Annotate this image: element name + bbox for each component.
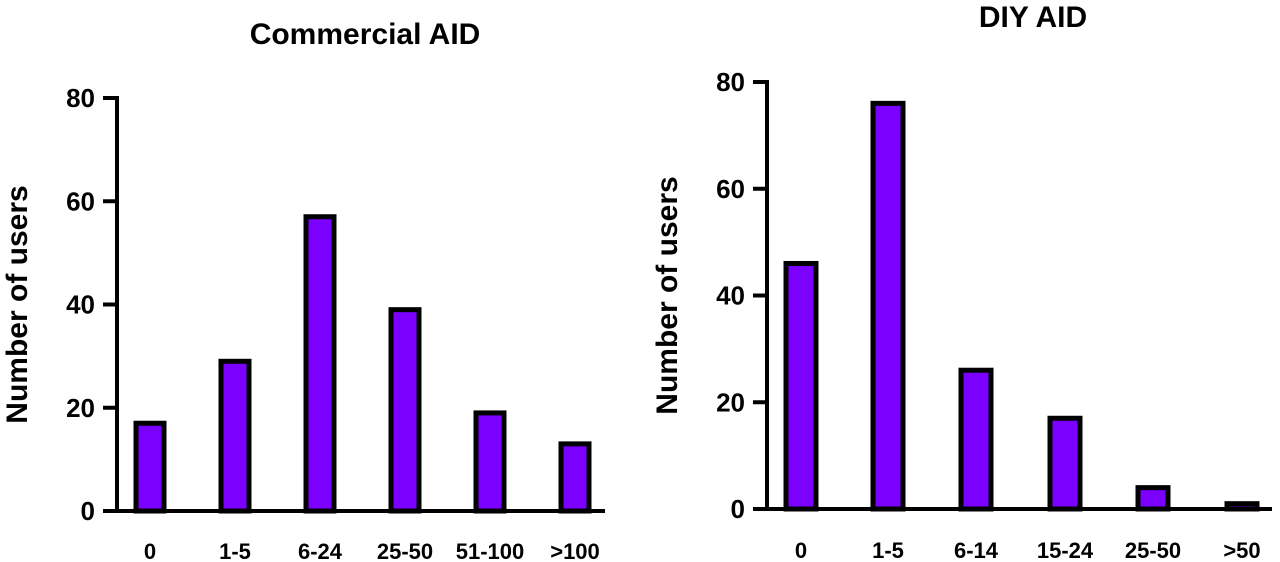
bar-25-50 [388, 307, 422, 514]
x-tick-label: 1-5 [219, 539, 251, 562]
y-tick-label: 20 [716, 387, 745, 417]
y-tick-label: 40 [66, 290, 95, 320]
bar-1-5 [870, 100, 906, 512]
bar-0 [783, 260, 819, 512]
x-tick-label: >50 [1223, 538, 1260, 562]
bar-15-24 [1047, 415, 1083, 512]
chart-diy-aid: DIY AID Number of users 0 20 40 60 80 0 1-5 6-14 1… [651, 1, 1272, 562]
x-tick-label: 0 [144, 539, 156, 562]
y-axis-label: Number of users [651, 176, 684, 414]
x-tick-label: 15-24 [1037, 538, 1094, 562]
y-axis-label: Number of users [1, 185, 34, 423]
y-tick-label: 80 [716, 67, 745, 97]
bar--100 [558, 441, 592, 514]
x-tick-label: 51-100 [456, 539, 525, 562]
bar-0 [133, 420, 167, 514]
bar-25-50 [1135, 485, 1171, 512]
x-tick-label: 25-50 [377, 539, 433, 562]
y-tick-label: 0 [731, 494, 745, 524]
y-tick-label: 80 [66, 83, 95, 113]
x-tick-label: 6-24 [298, 539, 343, 562]
chart-title: Commercial AID [250, 18, 481, 51]
chart-commercial-aid: Commercial AID Number of users 0 20 40 60 80 0 1… [1, 18, 605, 562]
y-tick-label: 60 [66, 186, 95, 216]
y-tick-label: 40 [716, 281, 745, 311]
x-tick-label: 6-14 [954, 538, 999, 562]
chart-title: DIY AID [979, 1, 1087, 34]
y-tick-label: 20 [66, 393, 95, 423]
y-tick-label: 0 [81, 496, 95, 526]
x-tick-label: >100 [550, 539, 600, 562]
bar-51-100 [473, 410, 507, 514]
x-tick-label: 25-50 [1125, 538, 1181, 562]
x-tick-label: 1-5 [872, 538, 904, 562]
bar-6-14 [958, 367, 994, 512]
y-tick-label: 60 [716, 174, 745, 204]
bar--50 [1224, 501, 1260, 512]
bar-1-5 [218, 358, 252, 514]
x-tick-label: 0 [795, 538, 807, 562]
bar-6-24 [303, 214, 337, 514]
